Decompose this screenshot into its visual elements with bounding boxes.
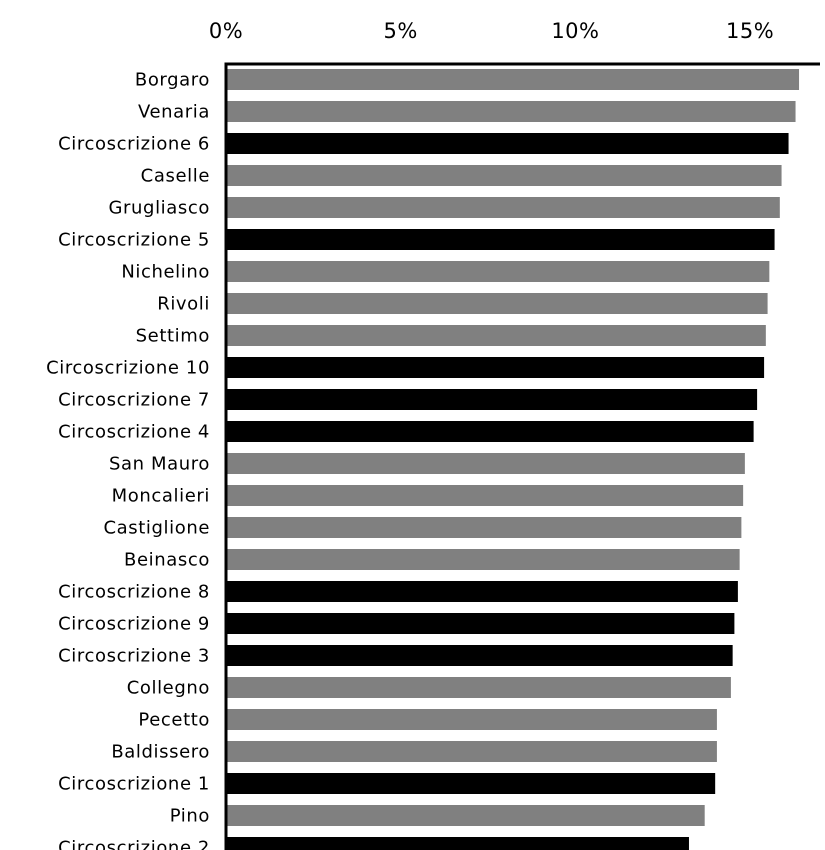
bar <box>226 773 716 794</box>
category-label: Borgaro <box>135 70 210 91</box>
bar <box>226 645 733 666</box>
category-label: Castiglione <box>103 518 210 539</box>
category-label: Caselle <box>141 166 210 187</box>
category-label: Circoscrizione 6 <box>58 134 210 155</box>
bar <box>226 549 740 570</box>
bar <box>226 261 770 282</box>
bar <box>226 517 742 538</box>
category-label: Pecetto <box>138 710 210 731</box>
category-label: Moncalieri <box>112 486 210 507</box>
category-label: Pino <box>170 806 210 827</box>
bar <box>226 229 775 250</box>
category-label: Circoscrizione 7 <box>58 390 210 411</box>
bar <box>226 165 782 186</box>
x-tick-label: 5% <box>384 19 418 43</box>
category-label: Venaria <box>138 102 210 123</box>
bar <box>226 613 735 634</box>
bar <box>226 101 796 122</box>
bar <box>226 357 765 378</box>
x-tick-label: 10% <box>551 19 599 43</box>
bar <box>226 677 731 698</box>
bar <box>226 293 768 314</box>
bar <box>226 197 780 218</box>
bar <box>226 325 766 346</box>
x-tick-label: 0% <box>209 19 243 43</box>
bar <box>226 69 800 90</box>
category-label: Circoscrizione 4 <box>58 422 210 443</box>
category-label: Circoscrizione 9 <box>58 614 210 635</box>
category-label: Grugliasco <box>108 198 210 219</box>
x-axis-ticks: 0% 5% 10% 15% <box>209 19 774 43</box>
category-label: Circoscrizione 3 <box>58 646 210 667</box>
category-label: Collegno <box>127 678 210 699</box>
category-label: Circoscrizione 8 <box>58 582 210 603</box>
bar <box>226 485 744 506</box>
category-label: Beinasco <box>124 550 210 571</box>
bar <box>226 581 738 602</box>
bar <box>226 709 717 730</box>
category-label: Circoscrizione 2 <box>58 838 210 850</box>
bar <box>226 741 717 762</box>
bars <box>226 69 800 850</box>
category-label: Circoscrizione 5 <box>58 230 210 251</box>
category-label: San Mauro <box>109 454 210 475</box>
category-label: Baldissero <box>111 742 210 763</box>
category-label: Rivoli <box>157 294 210 315</box>
x-tick-label: 15% <box>726 19 774 43</box>
bar <box>226 389 758 410</box>
category-labels: Borgaro Venaria Circoscrizione 6 Caselle Gru… <box>46 70 210 850</box>
category-label: Circoscrizione 1 <box>58 774 210 795</box>
bar <box>226 453 745 474</box>
category-label: Settimo <box>136 326 210 347</box>
bar <box>226 421 754 442</box>
bar <box>226 837 689 850</box>
category-label: Circoscrizione 10 <box>46 358 210 379</box>
bar <box>226 805 705 826</box>
bar <box>226 133 789 154</box>
category-label: Nichelino <box>121 262 210 283</box>
